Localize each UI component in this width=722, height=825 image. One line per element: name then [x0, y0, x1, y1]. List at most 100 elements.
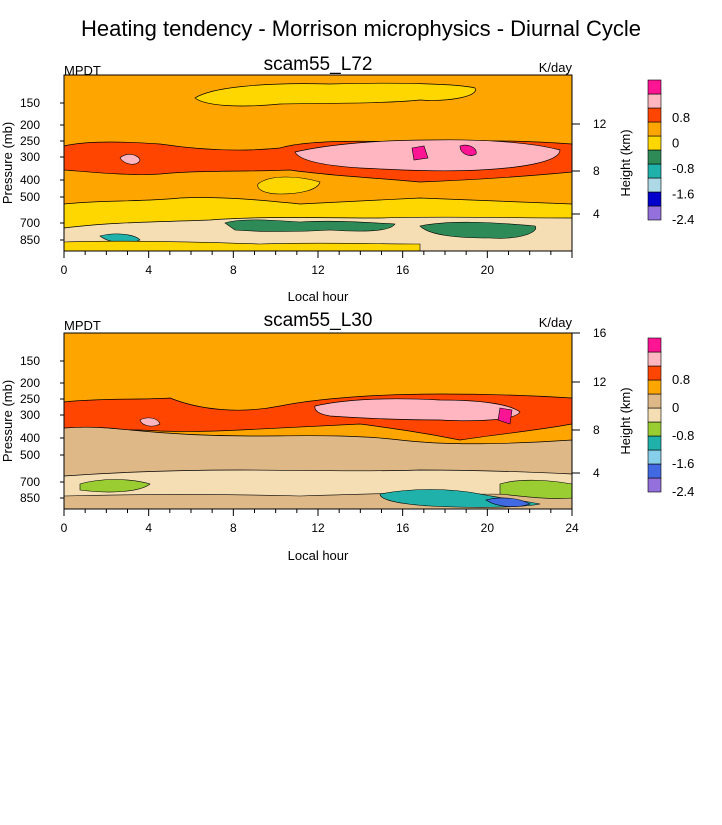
y-right-tick-label: 4	[593, 466, 600, 480]
y-tick-label: 250	[20, 134, 40, 148]
colorbar-label: 0.8	[672, 110, 690, 125]
y-axis-label: Pressure (mb)	[0, 380, 15, 462]
peak-cell	[497, 407, 513, 425]
colorbar-label: -1.6	[672, 187, 694, 202]
y-tick-label: 200	[20, 376, 40, 390]
colorbar-swatch	[647, 79, 662, 95]
upper-light-band	[194, 82, 476, 107]
colorbar-swatch	[647, 135, 662, 151]
y-right-tick-label: 12	[593, 117, 607, 131]
peak-cell	[139, 417, 161, 427]
colorbar-label: 0.8	[672, 372, 690, 387]
colorbar-label: -0.8	[672, 428, 694, 443]
colorbar-swatch	[647, 149, 662, 165]
x-tick-label: 4	[145, 263, 152, 277]
y-tick-label: 150	[20, 96, 40, 110]
cooling-patch	[79, 479, 151, 493]
x-axis: 0 4 8 12 16 20 24	[61, 509, 579, 535]
x-tick-label: 16	[396, 263, 410, 277]
colorbar-label: 0	[672, 400, 679, 415]
colorbar-swatch	[647, 107, 662, 123]
contour-field	[64, 75, 572, 251]
colorbar-swatch	[647, 205, 662, 221]
y-axis-left: 150 200 250 300 400 500 700 850	[20, 96, 64, 247]
colorbar-swatch	[647, 449, 662, 465]
colorbar-swatch	[647, 379, 662, 395]
figure-title: Heating tendency - Morrison microphysics…	[81, 16, 641, 41]
cooling-patch	[485, 497, 531, 507]
y-tick-label: 500	[20, 190, 40, 204]
x-tick-label: 24	[565, 521, 579, 535]
y-axis-label: Pressure (mb)	[0, 122, 15, 204]
colorbar-swatch	[647, 435, 662, 451]
y-axis-left: 150 200 250 300 400 500 700 850	[20, 354, 64, 505]
units-label: K/day	[539, 60, 573, 75]
colorbar-label: -2.4	[672, 212, 694, 227]
colorbar-swatch	[647, 421, 662, 437]
units-label: K/day	[539, 315, 573, 330]
panel-title: scam55_L72	[264, 54, 373, 75]
y-tick-label: 500	[20, 448, 40, 462]
colorbar-swatch	[647, 463, 662, 479]
cooling-patch	[499, 479, 572, 499]
y-tick-label: 850	[20, 233, 40, 247]
x-axis-label: Local hour	[288, 289, 349, 304]
y-axis-right-label: Height (km)	[618, 387, 633, 454]
colorbar-swatch	[647, 337, 662, 353]
colorbar-swatch	[647, 407, 662, 423]
y-tick-label: 850	[20, 491, 40, 505]
y-tick-label: 400	[20, 173, 40, 187]
x-axis: 0 4 8 12 16 20	[61, 251, 573, 277]
x-tick-label: 8	[230, 521, 237, 535]
y-axis-right: 12 8 4	[572, 117, 607, 221]
y-axis-right: 16 12 8 4	[572, 326, 607, 480]
colorbar-swatch	[647, 177, 662, 193]
y-tick-label: 150	[20, 354, 40, 368]
panel-title: scam55_L30	[264, 310, 373, 331]
colorbar-label: -0.8	[672, 161, 694, 176]
light-patch	[257, 176, 321, 195]
bottom-light-band	[64, 240, 421, 251]
x-tick-label: 12	[311, 521, 325, 535]
peak-cell	[411, 145, 429, 161]
y-right-tick-label: 12	[593, 375, 607, 389]
x-tick-label: 20	[481, 521, 495, 535]
y-right-tick-label: 4	[593, 207, 600, 221]
colorbar-label: 0	[672, 136, 679, 151]
y-right-tick-label: 16	[593, 326, 607, 340]
colorbar-swatch	[647, 393, 662, 409]
y-tick-label: 300	[20, 150, 40, 164]
x-tick-label: 0	[61, 263, 68, 277]
y-tick-label: 700	[20, 475, 40, 489]
y-tick-label: 250	[20, 392, 40, 406]
x-tick-label: 16	[396, 521, 410, 535]
panel-left-label: MPDT	[64, 318, 101, 333]
colorbar-swatch	[647, 93, 662, 109]
y-right-tick-label: 8	[593, 164, 600, 178]
x-axis-label: Local hour	[288, 548, 349, 563]
y-tick-label: 200	[20, 118, 40, 132]
peak-cell	[459, 144, 477, 156]
x-tick-label: 4	[145, 521, 152, 535]
colorbar-swatch	[647, 163, 662, 179]
y-axis-right-label: Height (km)	[618, 129, 633, 196]
y-tick-label: 300	[20, 408, 40, 422]
x-tick-label: 8	[230, 263, 237, 277]
panel-l30: scam55_L30 MPDT K/day 150200250300400500…	[0, 310, 694, 563]
colorbar-swatch	[647, 121, 662, 137]
panel-left-label: MPDT	[64, 63, 101, 78]
colorbar-swatch	[647, 365, 662, 381]
y-tick-label: 400	[20, 431, 40, 445]
x-tick-label: 12	[311, 263, 325, 277]
cooling-patch	[224, 219, 396, 232]
colorbar: 0.8 0 -0.8 -1.6 -2.4	[647, 337, 694, 499]
peak-heating-band	[294, 139, 561, 172]
y-tick-label: 700	[20, 216, 40, 230]
y-right-tick-label: 8	[593, 423, 600, 437]
cooling-patch	[419, 221, 537, 239]
colorbar: 0.8 0 -0.8 -1.6 -2.4	[647, 79, 694, 227]
panel-l72: scam55_L72 MPDT K/day 150200250300400500…	[0, 54, 694, 304]
peak-cell	[119, 154, 141, 165]
colorbar-label: -1.6	[672, 456, 694, 471]
